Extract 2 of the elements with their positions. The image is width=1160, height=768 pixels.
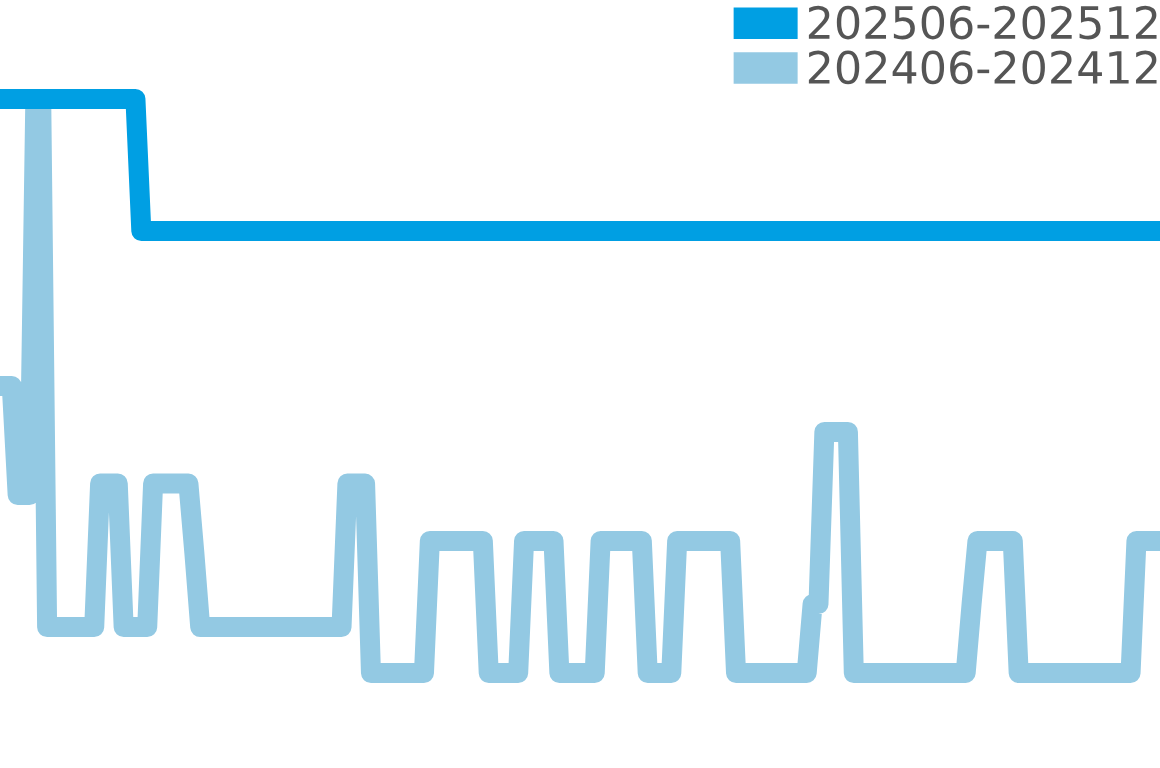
legend-label: 202506-202512 <box>808 5 1157 40</box>
legend-label: 202406-202412 <box>808 50 1157 85</box>
